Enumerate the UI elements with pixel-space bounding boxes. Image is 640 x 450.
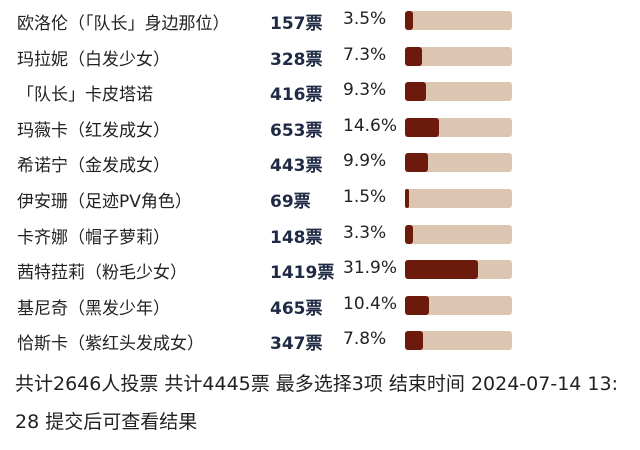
option-label: 茜特菈莉（粉毛少女） bbox=[17, 263, 187, 284]
option-label: 卡齐娜（帽子萝莉） bbox=[17, 227, 170, 248]
vote-count: 416票 bbox=[270, 85, 323, 106]
option-label: 「队长」卡皮塔诺 bbox=[17, 85, 153, 106]
vote-share: 3.5% bbox=[343, 9, 387, 29]
vote-share: 14.6% bbox=[343, 115, 398, 136]
option-label: 基尼奇（黑发少年） bbox=[17, 298, 170, 319]
bar bbox=[405, 224, 413, 244]
vote-count: 443票 bbox=[270, 156, 323, 177]
vote-share: 9.9% bbox=[343, 151, 387, 172]
bar-track bbox=[405, 153, 512, 173]
vote-count: 653票 bbox=[270, 120, 323, 141]
bar-track bbox=[405, 82, 512, 102]
poll-option: 玛拉妮（白发少女） 328票 7.3% bbox=[0, 42, 640, 72]
vote-share: 7.3% bbox=[343, 44, 387, 65]
vote-share: 7.8% bbox=[343, 329, 387, 350]
bar bbox=[405, 153, 428, 173]
vote-share: 9.3% bbox=[343, 80, 387, 101]
poll-option: 希诺宁（金发成女） 443票 9.9% bbox=[0, 148, 640, 178]
bar-track bbox=[405, 295, 512, 315]
option-label: 伊安珊（足迹PV角色） bbox=[17, 192, 192, 212]
option-label: 玛薇卡（红发成女） bbox=[17, 120, 170, 141]
option-label: 玛拉妮（白发少女） bbox=[17, 49, 170, 70]
option-label: 欧洛伦（「队长」身边那位） bbox=[17, 14, 230, 34]
vote-share: 3.3% bbox=[343, 222, 387, 243]
poll-option: 伊安珊（足迹PV角色） 69票 1.5% bbox=[0, 184, 640, 214]
bar-track bbox=[405, 189, 512, 208]
bar bbox=[405, 11, 414, 30]
bar bbox=[405, 82, 427, 102]
bar bbox=[405, 117, 439, 137]
option-label: 希诺宁（金发成女） bbox=[17, 156, 170, 177]
vote-share: 31.9% bbox=[343, 258, 398, 279]
bar-track bbox=[405, 117, 512, 137]
bar bbox=[405, 46, 422, 66]
bar bbox=[405, 331, 423, 351]
poll-option: 卡齐娜（帽子萝莉） 148票 3.3% bbox=[0, 220, 640, 250]
vote-count: 69票 bbox=[270, 192, 311, 212]
bar-track bbox=[405, 331, 512, 351]
poll-option: 基尼奇（黑发少年） 465票 10.4% bbox=[0, 291, 640, 321]
vote-count: 157票 bbox=[270, 14, 323, 34]
poll-option: 恰斯卡（紫红头发成女） 347票 7.8% bbox=[0, 326, 640, 356]
bar-track bbox=[405, 260, 512, 280]
bar bbox=[405, 189, 409, 208]
poll-option: 「队长」卡皮塔诺 416票 9.3% bbox=[0, 77, 640, 107]
vote-count: 1419票 bbox=[270, 263, 335, 284]
vote-share: 1.5% bbox=[343, 187, 387, 207]
vote-share: 10.4% bbox=[343, 293, 398, 314]
bar-track bbox=[405, 11, 512, 30]
vote-count: 328票 bbox=[270, 49, 323, 70]
bar bbox=[405, 260, 479, 280]
bar-track bbox=[405, 224, 512, 244]
poll-option: 茜特菈莉（粉毛少女） 1419票 31.9% bbox=[0, 255, 640, 285]
option-label: 恰斯卡（紫红头发成女） bbox=[17, 334, 204, 355]
vote-count: 347票 bbox=[270, 334, 323, 355]
vote-count: 148票 bbox=[270, 227, 323, 248]
poll-option: 欧洛伦（「队长」身边那位） 157票 3.5% bbox=[0, 6, 640, 36]
bar bbox=[405, 295, 429, 315]
poll-summary: 共计2646人投票 共计4445票 最多选择3项 结束时间 2024-07-14… bbox=[15, 373, 618, 433]
poll-option: 玛薇卡（红发成女） 653票 14.6% bbox=[0, 113, 640, 143]
bar-track bbox=[405, 46, 512, 66]
vote-count: 465票 bbox=[270, 298, 323, 319]
